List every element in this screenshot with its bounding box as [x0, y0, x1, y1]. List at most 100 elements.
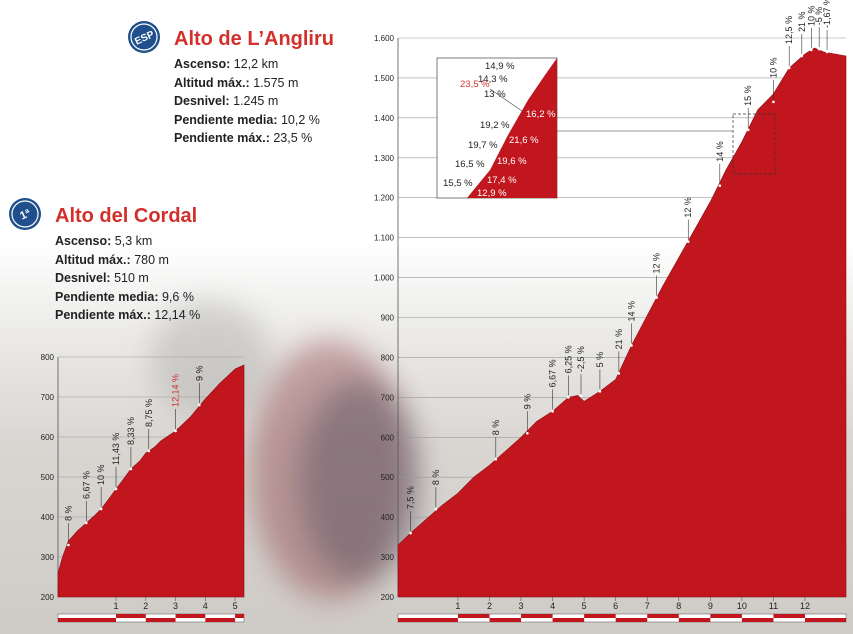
gradient-label: 7,5 % — [406, 486, 416, 509]
y-tick-label: 1.200 — [374, 194, 395, 203]
km-bar-segment — [741, 618, 774, 622]
km-bar-segment — [804, 618, 846, 622]
y-tick-label: 600 — [381, 433, 395, 442]
gradient-label: 12 % — [683, 197, 693, 218]
gradient-point — [99, 507, 103, 511]
gradient-point — [198, 403, 201, 407]
category-1-icon: 1ª — [9, 198, 41, 230]
stat-row: Altitud máx.: 780 m — [55, 252, 169, 267]
gradient-point — [84, 521, 88, 525]
stat-row: Altitud máx.: 1.575 m — [174, 75, 299, 90]
inset-gradient-label: 14,9 % — [485, 61, 515, 72]
gradient-label: -2,5 % — [576, 346, 586, 372]
x-tick-label: 7 — [645, 601, 650, 611]
km-bar-segment — [773, 614, 805, 618]
gradient-label: 6,25 % — [563, 345, 573, 373]
y-tick-label: 200 — [41, 593, 55, 602]
gradient-label: 8,33 % — [126, 417, 136, 445]
y-tick-label: 300 — [381, 553, 395, 562]
km-bar-segment — [615, 618, 648, 622]
gradient-point — [598, 390, 602, 393]
gradient-point — [409, 531, 412, 535]
gradient-label: 8,75 % — [144, 399, 154, 427]
km-bar-segment — [235, 614, 244, 618]
km-bar-segment — [678, 618, 711, 622]
gradient-label: 10 % — [768, 57, 778, 78]
gradient-label: 12,5 % — [784, 16, 794, 44]
gradient-point — [567, 396, 570, 399]
profile-area — [57, 364, 245, 598]
km-bar-segment — [457, 614, 490, 618]
elevation-chart-cordal: 200 300 400 500 600 700 800 1 2 3 4 5 8 % 6,67 % 10 % 1… — [41, 353, 245, 623]
y-tick-label: 1.400 — [374, 114, 395, 123]
gradient-label: 12 % — [652, 253, 662, 274]
stat-row: Desnivel: 510 m — [55, 271, 149, 285]
gradient-point — [746, 128, 750, 132]
x-tick-label: 6 — [613, 601, 618, 611]
inset-profile — [467, 58, 557, 198]
km-bar-segment — [145, 618, 176, 622]
x-tick-label: 11 — [769, 601, 778, 611]
gradient-point — [526, 431, 529, 435]
elevation-chart-angliru: 200 300 400 500 600 700 800 900 1.000 1.100 1.200 1… — [374, 0, 847, 623]
gradient-label: 9 % — [522, 394, 532, 410]
gradient-label: 14 % — [626, 301, 636, 322]
gradient-label: 21 % — [797, 11, 807, 32]
y-tick-label: 1.300 — [374, 154, 395, 163]
inset-gradient-label: 19,2 % — [480, 120, 510, 131]
x-tick-label: 9 — [708, 601, 713, 611]
x-tick-label: 10 — [737, 601, 747, 611]
y-tick-label: 1.600 — [374, 34, 395, 43]
y-tick-label: 500 — [41, 473, 55, 482]
category-esp-icon: ESP — [128, 21, 160, 53]
gradient-point — [129, 467, 133, 471]
inset-leader — [489, 88, 526, 114]
km-bar-segment — [710, 614, 742, 618]
inset-gradient-label: 16,2 % — [526, 109, 556, 120]
inset-gradient-label: 23,5 % — [460, 79, 490, 90]
x-tick-label: 2 — [487, 601, 492, 611]
inset-gradient-label: 21,6 % — [509, 135, 539, 146]
inset-gradient-label: 13 % — [484, 89, 506, 100]
gradient-label: -5 % — [814, 7, 824, 26]
km-bar-segment — [58, 618, 117, 622]
km-bar-segment — [489, 618, 522, 622]
inset-gradient-label: 19,6 % — [497, 156, 527, 167]
gradient-point — [718, 184, 722, 188]
gradient-label: 15 % — [743, 85, 753, 106]
gradient-point — [579, 394, 583, 398]
gradient-point — [174, 429, 177, 433]
y-tick-label: 1.000 — [374, 274, 395, 283]
climb-stats-cordal: Ascenso: 5,3 km Altitud máx.: 780 m Desn… — [55, 232, 200, 325]
x-tick-label: 4 — [203, 601, 208, 611]
climb-title-angliru: Alto de L’Angliru — [174, 28, 334, 50]
gradient-point — [67, 543, 70, 547]
climb-title-cordal: Alto del Cordal — [55, 205, 198, 227]
y-tick-label: 200 — [381, 593, 395, 602]
gradient-label: 6,67 % — [81, 471, 91, 499]
inset-gradient-label: 19,7 % — [468, 140, 498, 151]
gradient-label: -1,67 % — [822, 0, 832, 28]
gradient-label: 8 % — [431, 470, 441, 486]
gradient-label: 9 % — [194, 365, 204, 381]
y-tick-label: 1.500 — [374, 74, 395, 83]
inset-gradient-label: 12,9 % — [477, 188, 507, 199]
inset-gradient-label: 15,5 % — [443, 178, 473, 189]
gradient-label: 8 % — [491, 420, 501, 436]
stat-row: Pendiente media: 10,2 % — [174, 112, 320, 127]
x-tick-label: 4 — [550, 601, 555, 611]
profile-area — [397, 47, 847, 598]
inset-gradient-label: 14,3 % — [478, 74, 508, 85]
gradient-point — [655, 296, 659, 299]
x-tick-label: 2 — [143, 601, 148, 611]
gradient-point — [825, 50, 829, 54]
y-tick-label: 800 — [41, 353, 55, 362]
gradient-point — [772, 100, 775, 104]
gradient-point — [686, 240, 690, 243]
y-tick-label: 600 — [41, 433, 55, 442]
gradient-label: 12,14 % — [171, 374, 181, 407]
y-tick-label: 700 — [381, 393, 395, 402]
gradient-label: 11,43 % — [111, 433, 121, 465]
inset-gradient-label: 16,5 % — [455, 159, 485, 170]
km-bar-segment — [116, 614, 146, 618]
